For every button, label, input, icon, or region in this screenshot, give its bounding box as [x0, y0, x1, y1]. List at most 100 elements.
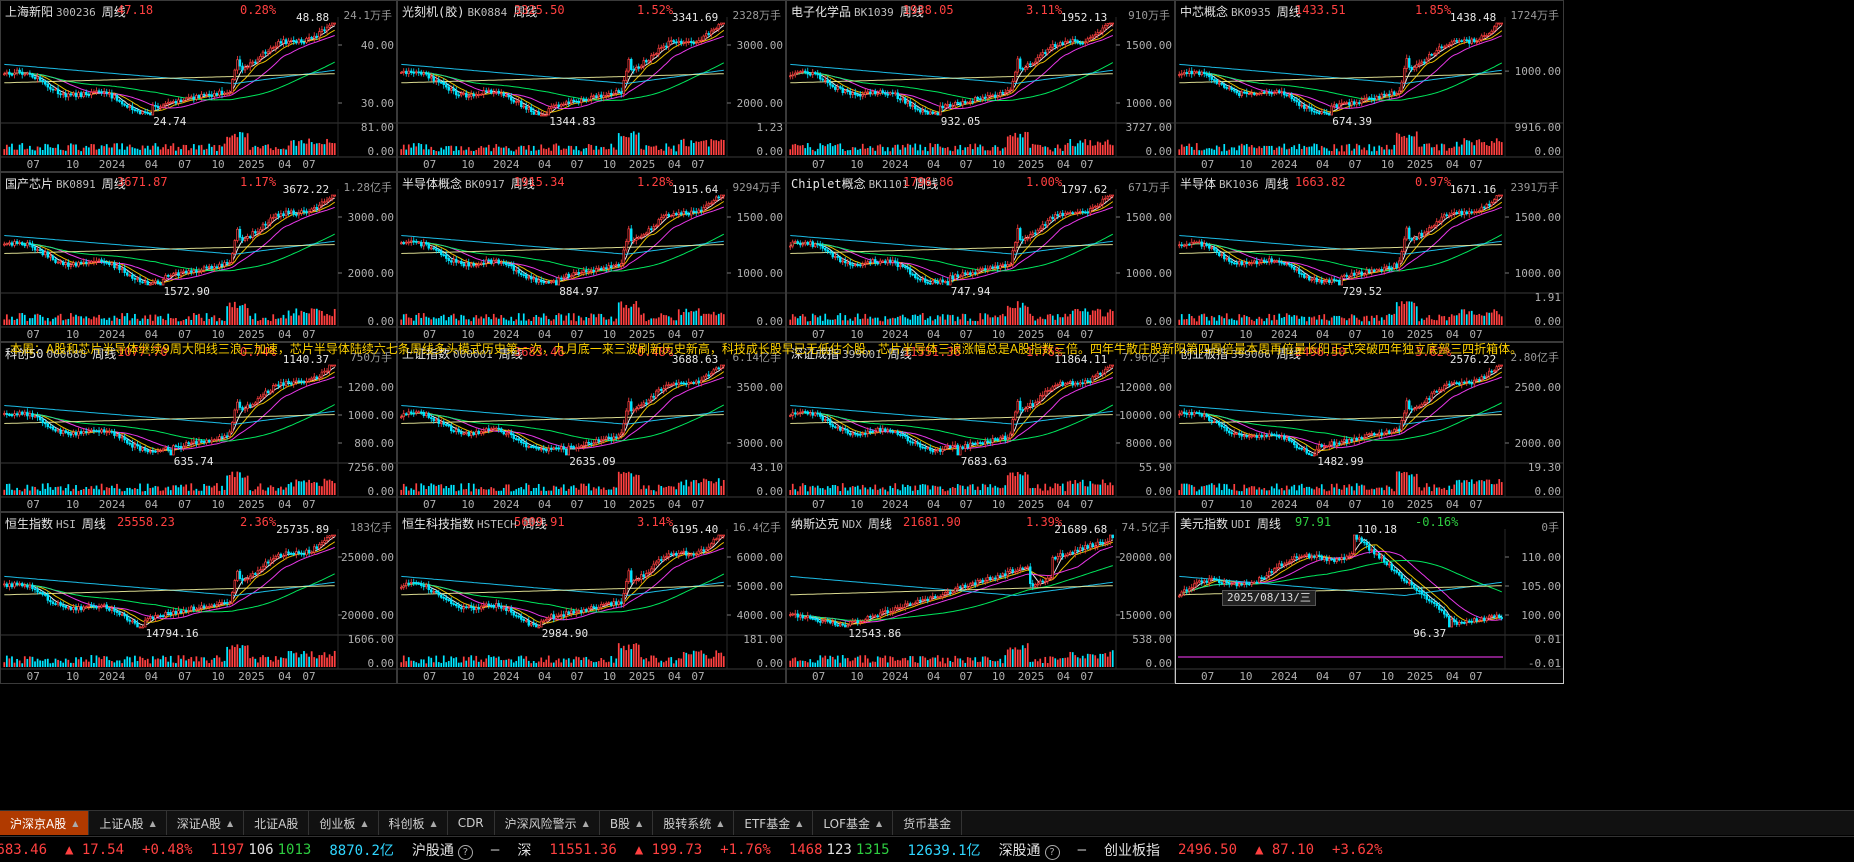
- volume-bar: [984, 150, 986, 155]
- candle-body: [1007, 90, 1009, 92]
- candle-body: [1291, 441, 1293, 442]
- candle-body: [301, 211, 303, 214]
- volume-bar: [478, 319, 480, 325]
- volume-bar: [1079, 140, 1081, 155]
- kline-chart[interactable]: 1952.13932.051500.001000.003727.000.0007…: [787, 1, 1175, 172]
- candle-body: [700, 380, 702, 382]
- candle-body: [899, 99, 901, 100]
- volume-bar: [553, 486, 555, 495]
- candle-body: [570, 100, 572, 103]
- volume-bar: [185, 319, 187, 325]
- volume-bar: [1231, 147, 1233, 155]
- candle-body: [977, 443, 979, 444]
- candle-body: [213, 93, 215, 96]
- candle-body: [400, 243, 402, 244]
- candle-body: [1248, 436, 1250, 437]
- volume-bar: [438, 151, 440, 155]
- volume-bar: [440, 484, 442, 495]
- candle-body: [65, 431, 67, 433]
- candle-body: [272, 48, 274, 49]
- volume-bar: [216, 151, 218, 155]
- volume-bar: [108, 148, 110, 155]
- candle-body: [24, 412, 26, 414]
- candle-body: [650, 396, 652, 400]
- candle-body: [812, 242, 814, 247]
- candle-body: [152, 451, 154, 452]
- volume-bar: [688, 146, 690, 155]
- candle-body: [170, 275, 172, 276]
- kline-chart[interactable]: 1140.37635.741200.001000.00800.007256.00…: [1, 343, 397, 512]
- candle-body: [819, 414, 821, 416]
- volume-bar: [60, 486, 62, 495]
- candle-body: [625, 71, 627, 80]
- time-axis-label: 2024: [99, 498, 126, 511]
- volume-bar: [329, 480, 331, 495]
- volume-bar: [1311, 488, 1313, 495]
- time-axis-label: 07: [423, 158, 436, 171]
- candle-body: [1186, 72, 1188, 73]
- kline-chart[interactable]: 11864.117683.6312000.0010000.008000.0055…: [787, 343, 1175, 512]
- candle-body: [1089, 381, 1091, 382]
- candle-body: [430, 418, 432, 419]
- low-marker: 747.94: [951, 285, 991, 298]
- candle-body: [919, 279, 921, 280]
- candle-body: [403, 414, 405, 417]
- volume-bar: [19, 145, 21, 155]
- volume-bar: [1044, 146, 1046, 155]
- volume-bar: [1077, 309, 1079, 325]
- volume-bar: [1433, 147, 1435, 155]
- volume-bar: [837, 315, 839, 325]
- candle-body: [270, 218, 272, 223]
- candle-body: [892, 93, 894, 94]
- volume-bar: [879, 321, 881, 325]
- candle-body: [1403, 69, 1405, 83]
- candle-body: [1082, 43, 1084, 44]
- volume-bar: [807, 321, 809, 325]
- candle-body: [854, 265, 856, 266]
- volume-bar: [465, 319, 467, 325]
- candle-body: [308, 380, 310, 382]
- volume-bar: [887, 491, 889, 495]
- volume-bar: [203, 150, 205, 155]
- volume-bar: [625, 473, 627, 495]
- candle-body: [88, 431, 90, 432]
- volume-bar: [495, 317, 497, 325]
- candle-body: [608, 93, 610, 95]
- candle-body: [563, 277, 565, 278]
- candle-body: [1231, 88, 1233, 90]
- candle-body: [610, 93, 612, 94]
- volume-bar: [106, 320, 108, 325]
- candle-body: [1074, 39, 1076, 40]
- candle-body: [675, 42, 677, 43]
- candle-body: [929, 283, 931, 284]
- candle-body: [78, 93, 80, 97]
- candle-body: [929, 112, 931, 114]
- volume-bar: [620, 301, 622, 325]
- candle-body: [1052, 387, 1054, 390]
- volume-bar: [1062, 484, 1064, 495]
- candle-body: [19, 243, 21, 244]
- candle-body: [822, 246, 824, 248]
- volume-bar: [1438, 150, 1440, 155]
